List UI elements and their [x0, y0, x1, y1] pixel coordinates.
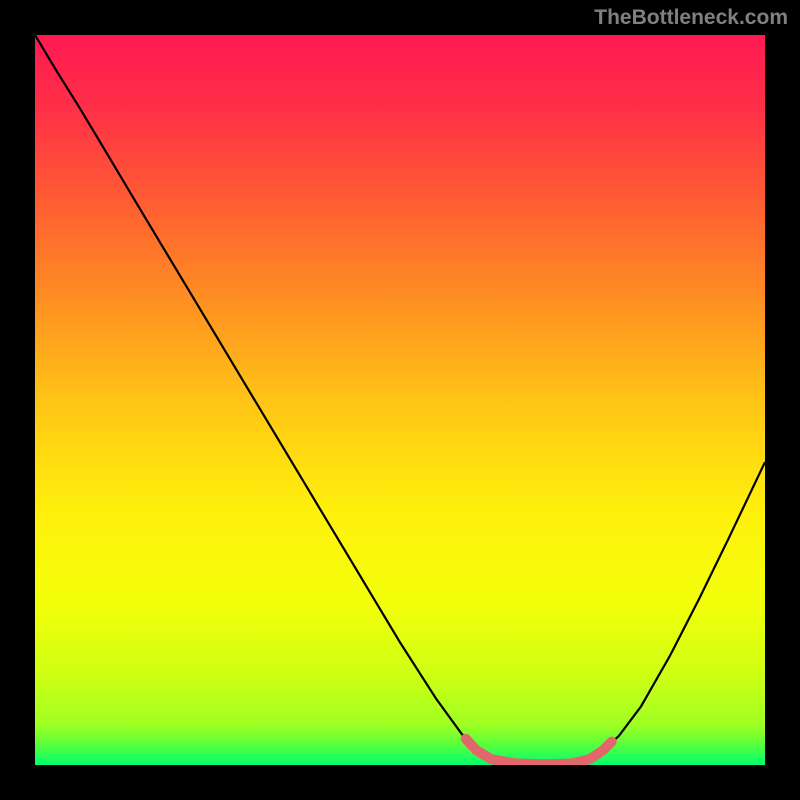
- chart-highlight-segment: [35, 35, 765, 765]
- watermark-text: TheBottleneck.com: [594, 6, 788, 30]
- chart-plot-area: [35, 35, 765, 765]
